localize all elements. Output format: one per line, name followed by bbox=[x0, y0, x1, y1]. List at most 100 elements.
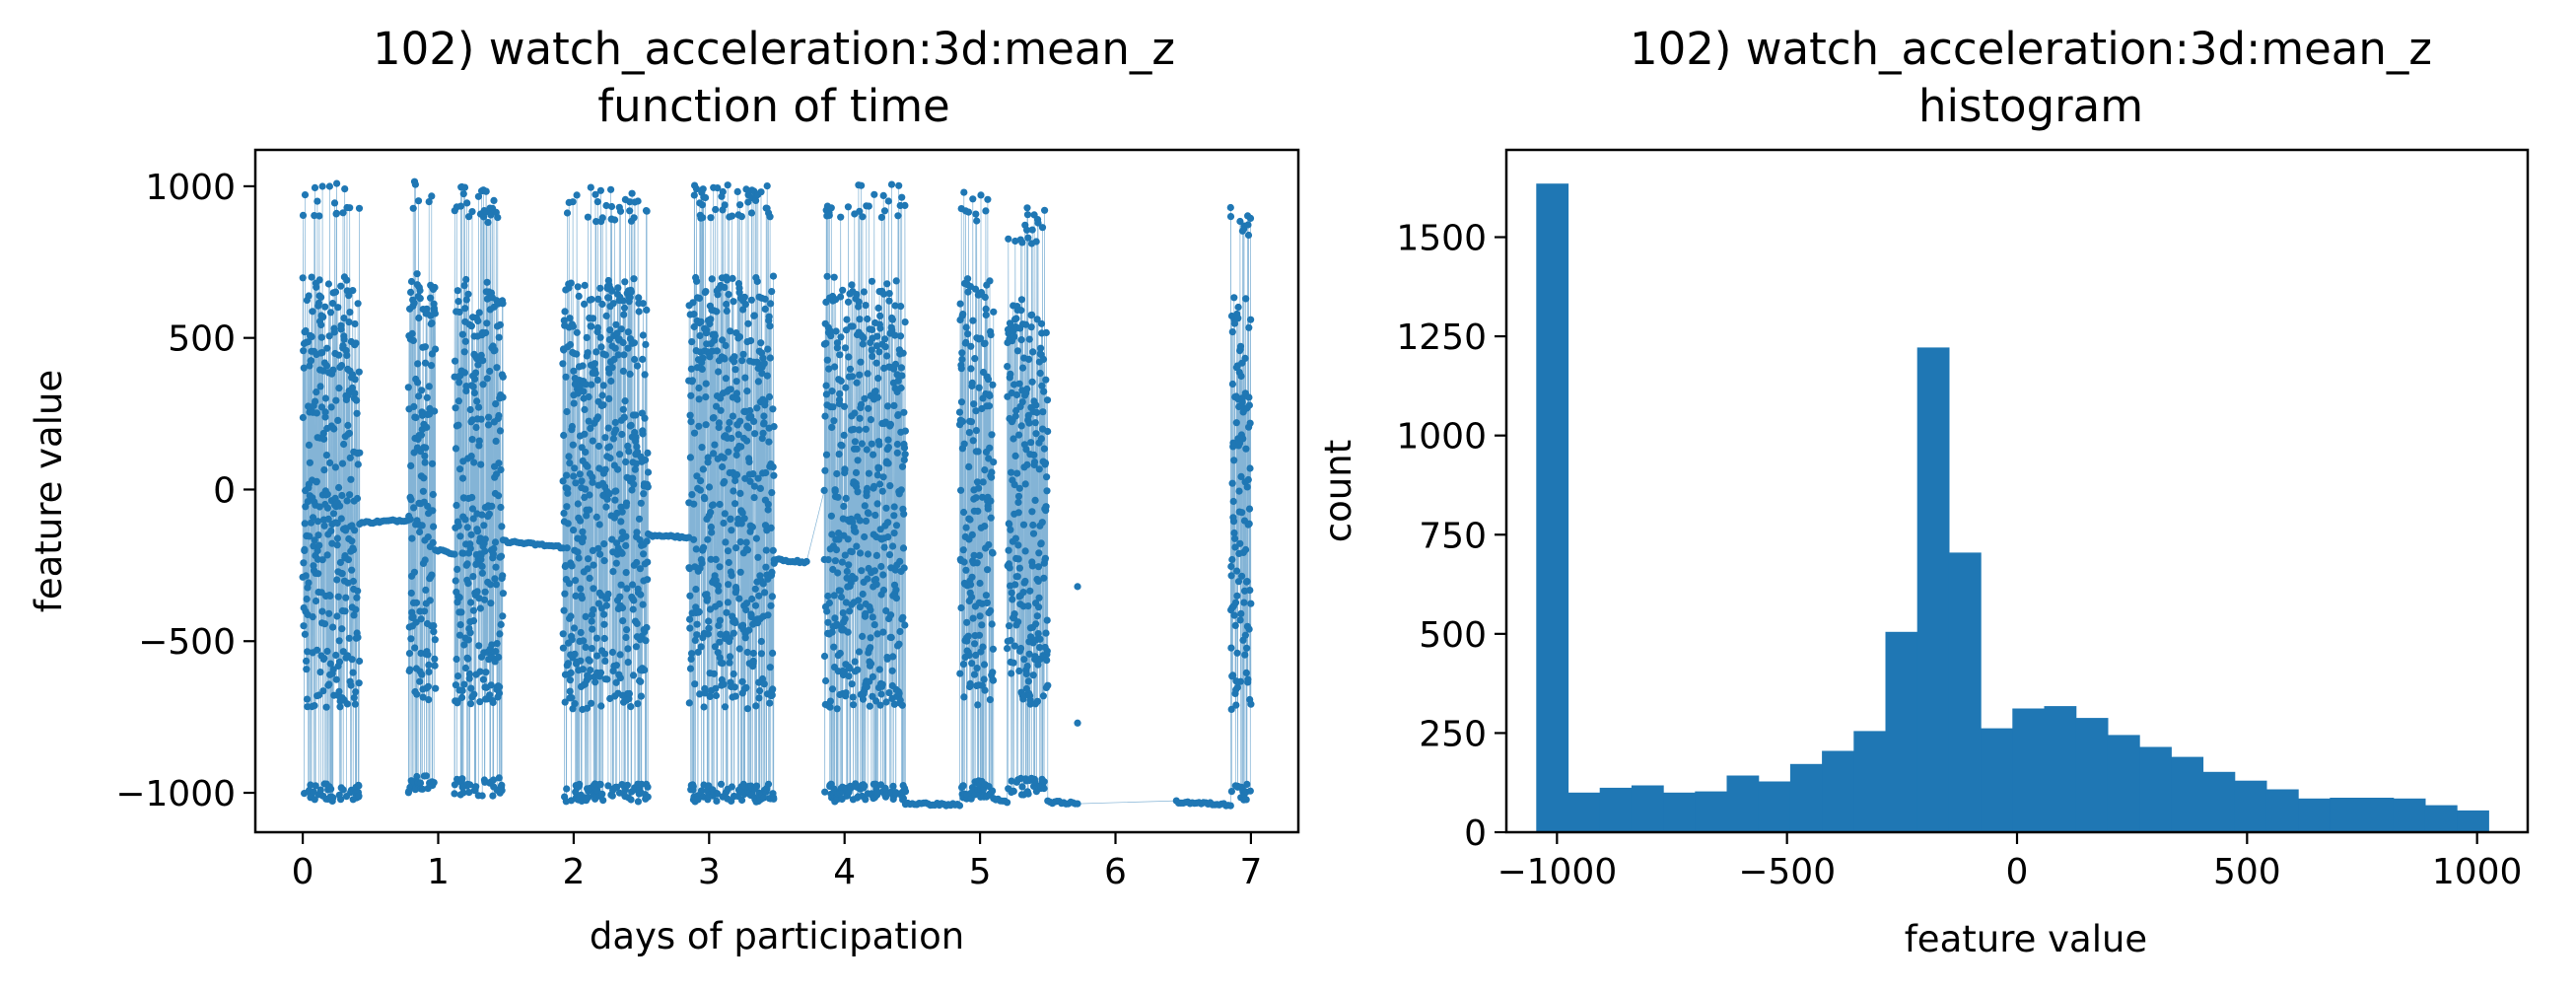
data-point bbox=[313, 283, 320, 291]
data-point bbox=[416, 779, 425, 787]
data-point bbox=[830, 643, 838, 651]
data-point bbox=[699, 354, 707, 362]
data-point bbox=[618, 549, 626, 557]
data-point bbox=[770, 795, 778, 803]
data-point bbox=[333, 612, 341, 620]
data-point bbox=[473, 397, 481, 405]
data-point bbox=[308, 519, 315, 527]
data-point bbox=[854, 666, 862, 673]
data-point bbox=[306, 459, 313, 466]
data-point bbox=[315, 276, 323, 284]
data-point bbox=[643, 306, 651, 314]
data-point bbox=[496, 320, 504, 328]
data-point bbox=[1236, 342, 1245, 350]
data-point bbox=[695, 384, 703, 392]
data-point bbox=[571, 650, 579, 659]
data-point bbox=[592, 369, 599, 378]
data-point bbox=[320, 435, 328, 443]
data-point bbox=[1012, 315, 1020, 322]
data-point bbox=[618, 603, 627, 612]
data-point bbox=[873, 393, 882, 401]
data-point bbox=[1021, 577, 1029, 586]
data-point bbox=[325, 182, 333, 190]
data-point bbox=[484, 219, 492, 227]
data-point bbox=[841, 551, 849, 559]
data-point bbox=[586, 506, 593, 514]
data-point bbox=[583, 704, 592, 712]
data-point bbox=[715, 419, 724, 427]
data-point bbox=[879, 191, 887, 199]
data-point bbox=[593, 323, 602, 332]
data-point bbox=[958, 349, 966, 357]
data-point bbox=[600, 634, 608, 643]
data-point bbox=[335, 483, 343, 492]
data-point bbox=[346, 309, 354, 317]
data-point bbox=[1235, 487, 1243, 495]
data-point bbox=[862, 796, 870, 804]
data-point bbox=[588, 617, 595, 625]
data-point bbox=[733, 395, 741, 403]
data-point bbox=[840, 431, 848, 439]
data-point bbox=[406, 666, 414, 673]
data-point bbox=[898, 193, 906, 201]
data-point bbox=[607, 377, 615, 386]
data-point bbox=[851, 575, 859, 583]
data-point bbox=[614, 284, 622, 292]
data-point bbox=[570, 367, 578, 375]
data-point bbox=[458, 686, 466, 695]
data-point bbox=[425, 661, 433, 670]
data-point bbox=[871, 388, 879, 395]
data-point bbox=[641, 371, 649, 379]
data-point bbox=[988, 473, 996, 481]
data-point bbox=[488, 502, 496, 510]
data-point bbox=[846, 665, 854, 672]
data-point bbox=[743, 437, 751, 445]
data-point bbox=[313, 477, 320, 485]
data-point bbox=[1037, 344, 1045, 352]
data-point bbox=[321, 394, 329, 402]
data-point bbox=[846, 365, 855, 373]
data-point bbox=[616, 207, 625, 215]
data-point bbox=[425, 410, 434, 418]
data-point bbox=[1036, 644, 1044, 652]
data-point bbox=[764, 345, 772, 353]
data-point bbox=[575, 554, 583, 562]
data-point bbox=[631, 465, 639, 473]
data-point bbox=[590, 315, 597, 322]
histogram-bar bbox=[1536, 183, 1569, 832]
data-point bbox=[1041, 206, 1049, 214]
data-point bbox=[323, 490, 331, 498]
data-point bbox=[901, 621, 909, 629]
data-point bbox=[352, 339, 360, 347]
data-point bbox=[632, 411, 640, 419]
data-point bbox=[603, 675, 611, 683]
data-point bbox=[315, 541, 323, 549]
data-point bbox=[889, 782, 897, 791]
data-point bbox=[320, 620, 329, 628]
data-point bbox=[601, 434, 609, 442]
data-point bbox=[415, 392, 423, 400]
data-point bbox=[305, 441, 313, 449]
data-point bbox=[568, 694, 576, 702]
data-point bbox=[495, 689, 504, 697]
data-point bbox=[612, 320, 620, 328]
data-point bbox=[980, 661, 989, 669]
data-point bbox=[476, 604, 484, 612]
data-point bbox=[824, 556, 832, 564]
data-point bbox=[1228, 380, 1236, 389]
data-point bbox=[837, 377, 845, 385]
data-point bbox=[990, 308, 998, 316]
data-point bbox=[852, 528, 860, 535]
data-point bbox=[416, 295, 424, 303]
data-point bbox=[1042, 376, 1050, 384]
data-point bbox=[319, 313, 327, 320]
histogram-bar bbox=[2139, 746, 2172, 832]
data-point bbox=[578, 477, 586, 485]
data-point bbox=[334, 593, 342, 600]
data-point bbox=[1023, 226, 1031, 234]
data-point bbox=[864, 370, 871, 378]
data-point bbox=[841, 615, 849, 623]
data-point bbox=[1242, 545, 1250, 554]
data-point bbox=[630, 597, 638, 604]
data-point bbox=[696, 690, 704, 698]
